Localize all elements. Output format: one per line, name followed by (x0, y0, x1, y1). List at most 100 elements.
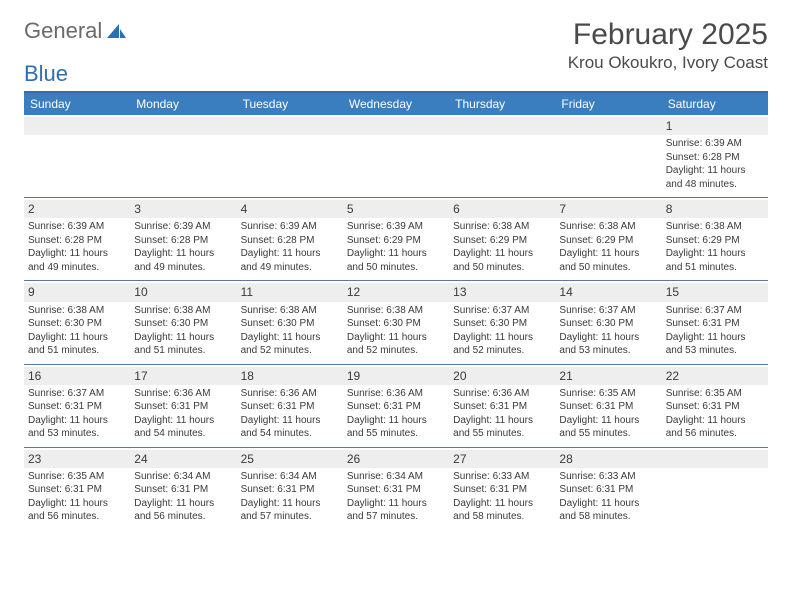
sunrise-line: Sunrise: 6:38 AM (559, 220, 657, 234)
day-number: 8 (662, 200, 768, 218)
sunset-line: Sunset: 6:28 PM (241, 234, 339, 248)
sunset-line: Sunset: 6:31 PM (347, 400, 445, 414)
calendar-day-cell: 4 Sunrise: 6:39 AMSunset: 6:28 PMDaylight… (237, 198, 343, 280)
daylight-line: Daylight: 11 hours and 51 minutes. (134, 331, 232, 358)
weekday-header: Monday (130, 93, 236, 115)
sunrise-line: Sunrise: 6:39 AM (241, 220, 339, 234)
sunset-line: Sunset: 6:31 PM (453, 400, 551, 414)
calendar-day-cell: 21Sunrise: 6:35 AMSunset: 6:31 PMDayligh… (555, 365, 661, 447)
sunset-line: Sunset: 6:29 PM (347, 234, 445, 248)
calendar-day-cell: 18 Sunrise: 6:36 AMSunset: 6:31 PMDayligh… (237, 365, 343, 447)
calendar-day-cell: 3Sunrise: 6:39 AMSunset: 6:28 PMDaylight… (130, 198, 236, 280)
day-number: 24 (130, 450, 236, 468)
brand-word-2: Blue (24, 61, 768, 87)
daylight-line: Daylight: 11 hours and 52 minutes. (347, 331, 445, 358)
sunrise-line: Sunrise: 6:33 AM (453, 470, 551, 484)
daylight-line: Daylight: 11 hours and 49 minutes. (241, 247, 339, 274)
sunrise-line: Sunrise: 6:39 AM (347, 220, 445, 234)
sunset-line: Sunset: 6:31 PM (241, 400, 339, 414)
sunset-line: Sunset: 6:30 PM (559, 317, 657, 331)
sunrise-line: Sunrise: 6:38 AM (241, 304, 339, 318)
weekday-header: Tuesday (237, 93, 343, 115)
day-number: 2 (24, 200, 130, 218)
sunrise-line: Sunrise: 6:34 AM (134, 470, 232, 484)
calendar-day-cell: 9 Sunrise: 6:38 AMSunset: 6:30 PMDaylight… (24, 281, 130, 363)
day-number: 16 (24, 367, 130, 385)
day-number: 9 (24, 283, 130, 301)
day-number: 4 (237, 200, 343, 218)
sunrise-line: Sunrise: 6:33 AM (559, 470, 657, 484)
calendar-day-cell: 20Sunrise: 6:36 AMSunset: 6:31 PMDayligh… (449, 365, 555, 447)
sunset-line: Sunset: 6:28 PM (666, 151, 764, 165)
day-number: 13 (449, 283, 555, 301)
calendar-body: 1Sunrise: 6:39 AMSunset: 6:28 PMDaylight… (24, 115, 768, 530)
day-number (24, 117, 130, 135)
sunset-line: Sunset: 6:31 PM (559, 483, 657, 497)
day-number (130, 117, 236, 135)
weekday-header: Wednesday (343, 93, 449, 115)
calendar-day-cell: 26Sunrise: 6:34 AMSunset: 6:31 PMDayligh… (343, 448, 449, 530)
sunrise-line: Sunrise: 6:37 AM (453, 304, 551, 318)
day-number (343, 117, 449, 135)
sunrise-line: Sunrise: 6:36 AM (453, 387, 551, 401)
calendar-day-cell: 13Sunrise: 6:37 AMSunset: 6:30 PMDayligh… (449, 281, 555, 363)
sunset-line: Sunset: 6:28 PM (28, 234, 126, 248)
sunrise-line: Sunrise: 6:36 AM (241, 387, 339, 401)
day-number (237, 117, 343, 135)
calendar-day-cell: 19Sunrise: 6:36 AMSunset: 6:31 PMDayligh… (343, 365, 449, 447)
sunset-line: Sunset: 6:30 PM (453, 317, 551, 331)
sunrise-line: Sunrise: 6:37 AM (28, 387, 126, 401)
sunset-line: Sunset: 6:31 PM (241, 483, 339, 497)
calendar-day-cell: 12Sunrise: 6:38 AMSunset: 6:30 PMDayligh… (343, 281, 449, 363)
sunset-line: Sunset: 6:31 PM (28, 483, 126, 497)
daylight-line: Daylight: 11 hours and 58 minutes. (559, 497, 657, 524)
day-number: 25 (237, 450, 343, 468)
calendar-day-cell (237, 115, 343, 197)
calendar-day-cell: 7Sunrise: 6:38 AMSunset: 6:29 PMDaylight… (555, 198, 661, 280)
sunset-line: Sunset: 6:31 PM (134, 400, 232, 414)
daylight-line: Daylight: 11 hours and 57 minutes. (241, 497, 339, 524)
daylight-line: Daylight: 11 hours and 49 minutes. (28, 247, 126, 274)
sunset-line: Sunset: 6:28 PM (134, 234, 232, 248)
sunrise-line: Sunrise: 6:35 AM (559, 387, 657, 401)
sunrise-line: Sunrise: 6:37 AM (559, 304, 657, 318)
daylight-line: Daylight: 11 hours and 55 minutes. (347, 414, 445, 441)
daylight-line: Daylight: 11 hours and 57 minutes. (347, 497, 445, 524)
weekday-header: Friday (555, 93, 661, 115)
sunset-line: Sunset: 6:29 PM (559, 234, 657, 248)
sunrise-line: Sunrise: 6:35 AM (666, 387, 764, 401)
daylight-line: Daylight: 11 hours and 50 minutes. (559, 247, 657, 274)
day-number: 15 (662, 283, 768, 301)
calendar-day-cell: 15Sunrise: 6:37 AMSunset: 6:31 PMDayligh… (662, 281, 768, 363)
day-number: 27 (449, 450, 555, 468)
sunset-line: Sunset: 6:30 PM (134, 317, 232, 331)
calendar-day-cell (24, 115, 130, 197)
daylight-line: Daylight: 11 hours and 58 minutes. (453, 497, 551, 524)
daylight-line: Daylight: 11 hours and 55 minutes. (559, 414, 657, 441)
month-title: February 2025 (568, 18, 768, 51)
daylight-line: Daylight: 11 hours and 54 minutes. (241, 414, 339, 441)
sunrise-line: Sunrise: 6:38 AM (347, 304, 445, 318)
sunrise-line: Sunrise: 6:38 AM (28, 304, 126, 318)
day-number: 10 (130, 283, 236, 301)
sunrise-line: Sunrise: 6:38 AM (666, 220, 764, 234)
sunset-line: Sunset: 6:29 PM (453, 234, 551, 248)
calendar-day-cell: 17Sunrise: 6:36 AMSunset: 6:31 PMDayligh… (130, 365, 236, 447)
sunrise-line: Sunrise: 6:39 AM (134, 220, 232, 234)
daylight-line: Daylight: 11 hours and 51 minutes. (28, 331, 126, 358)
weekday-header: Saturday (662, 93, 768, 115)
sunset-line: Sunset: 6:31 PM (134, 483, 232, 497)
calendar-day-cell: 25 Sunrise: 6:34 AMSunset: 6:31 PMDayligh… (237, 448, 343, 530)
day-number: 26 (343, 450, 449, 468)
daylight-line: Daylight: 11 hours and 53 minutes. (28, 414, 126, 441)
daylight-line: Daylight: 11 hours and 56 minutes. (28, 497, 126, 524)
sunrise-line: Sunrise: 6:35 AM (28, 470, 126, 484)
day-number (449, 117, 555, 135)
day-number: 20 (449, 367, 555, 385)
day-number: 18 (237, 367, 343, 385)
brand-logo: General (24, 18, 128, 44)
daylight-line: Daylight: 11 hours and 51 minutes. (666, 247, 764, 274)
brand-sail-icon (106, 23, 128, 41)
sunrise-line: Sunrise: 6:34 AM (241, 470, 339, 484)
sunset-line: Sunset: 6:30 PM (28, 317, 126, 331)
